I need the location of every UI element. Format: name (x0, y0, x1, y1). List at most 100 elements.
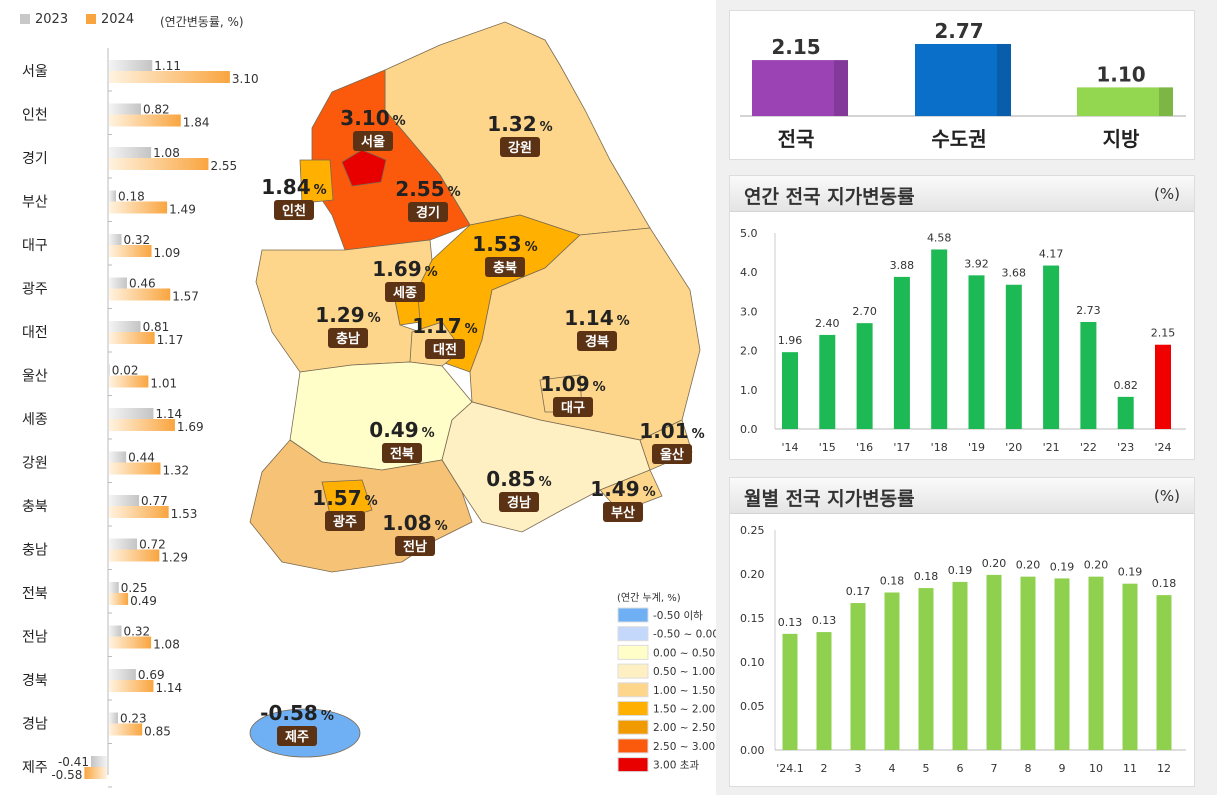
bar-2023 (109, 103, 141, 115)
bar (1020, 576, 1036, 750)
region-badge (553, 397, 593, 417)
map-legend-swatch (617, 738, 649, 754)
region-name: 인천 (282, 203, 306, 219)
value-2023: 0.46 (129, 277, 156, 291)
region-chungnam[interactable] (255, 239, 433, 373)
bar-2024 (109, 375, 149, 388)
value-unit: % (314, 183, 327, 198)
value-number: 0.49 (369, 418, 418, 442)
map-legend-swatch (617, 757, 649, 773)
bar (1117, 396, 1134, 429)
value-number: 1.29 (315, 303, 364, 327)
legend-2023: 2023 (20, 12, 68, 27)
value-2023: 0.69 (138, 668, 165, 682)
region-label: 울산 (22, 369, 48, 385)
bar-2024 (109, 114, 181, 127)
summary-value: 1.10 (1096, 62, 1145, 86)
value-2023: 0.23 (120, 712, 147, 726)
bar-2024 (109, 549, 160, 562)
summary-bar-shade (1159, 87, 1173, 116)
x-tick-label: 5 (923, 762, 930, 775)
bar-2023 (109, 582, 119, 593)
bar-value-label: 0.13 (812, 614, 837, 627)
map-legend-swatch (617, 644, 649, 660)
region-label: 전남 (22, 630, 48, 646)
y-tick-label: 0.0 (740, 423, 758, 436)
value-2024: 1.09 (154, 246, 181, 260)
x-tick-label: '16 (856, 441, 873, 454)
region-name: 충남 (336, 331, 360, 347)
value-number: 1.08 (382, 511, 431, 535)
bar (819, 334, 836, 429)
value-2024: 0.85 (144, 725, 171, 739)
x-tick-label: 9 (1059, 762, 1066, 775)
x-tick-label: 8 (1025, 762, 1032, 775)
summary-panel: 2.15 전국 2.77 수도권 1.10 지방 연간 전국 지가변동률 (%) 0.0 1… (716, 0, 1217, 795)
legend-label: 2023 (35, 12, 69, 27)
legend-label: 2024 (101, 12, 135, 27)
bar-2023 (109, 495, 140, 506)
bar (1155, 344, 1171, 429)
regional-panel: 2023 2024 (연간변동률, %) 서 (20, 12, 716, 788)
bar-value-label: 3.68 (1002, 267, 1027, 280)
bar (782, 633, 798, 750)
annual-chart-title: 연간 전국 지가변동률 (744, 186, 915, 208)
region-badge (385, 282, 425, 302)
region-name: 광주 (333, 515, 357, 530)
monthly-chart-card: 월별 전국 지가변동률 (%) 0.00 0.05 0.10 0.15 0.20 0.25… (729, 477, 1195, 787)
bar (1005, 284, 1022, 429)
bar-2024 (109, 506, 169, 518)
value-2024: 1.29 (161, 551, 188, 565)
value-unit: % (593, 380, 606, 395)
region-seoul[interactable] (341, 149, 387, 187)
bar (952, 581, 968, 750)
x-tick-label: '17 (893, 441, 910, 454)
region-label: 강원 (22, 456, 48, 472)
bar-value-label: 0.20 (982, 557, 1007, 570)
bar-2023 (109, 190, 117, 202)
map-legend-label: 3.00 초과 (653, 760, 699, 772)
region-value: 2.55% (395, 177, 460, 201)
region-badge (277, 726, 317, 746)
x-tick-label: '22 (1080, 441, 1097, 454)
bar-2023 (109, 234, 122, 245)
bar-2024 (109, 201, 168, 214)
value-2024: 1.08 (153, 638, 180, 652)
bar (918, 588, 934, 750)
region-label: 충북 (22, 499, 48, 515)
region-incheon[interactable] (299, 159, 334, 204)
bar-2023 (109, 669, 136, 680)
y-tick-label: 0.05 (740, 700, 765, 713)
bar-value-label: 4.58 (927, 231, 952, 244)
region-badge (382, 443, 422, 463)
monthly-chart-title: 월별 전국 지가변동률 (744, 488, 915, 510)
value-number: 0.85 (486, 467, 535, 491)
monthly-chart-unit: (%) (1154, 487, 1180, 505)
bar-2024 (109, 636, 152, 649)
value-2024: 1.01 (150, 377, 177, 391)
region-label: 대전 (22, 325, 48, 341)
region-badge (500, 137, 540, 157)
region-badge (353, 131, 393, 151)
value-number: 1.17 (412, 314, 461, 338)
y-tick-label: 0.00 (740, 744, 765, 757)
region-value: 1.53% (472, 232, 537, 256)
region-badge (408, 202, 448, 222)
bar (1043, 265, 1060, 429)
bar-value-label: 1.96 (778, 334, 803, 347)
value-2024: 1.32 (162, 464, 189, 478)
x-tick-label: 6 (957, 762, 964, 775)
bar-value-label: 0.19 (1050, 560, 1075, 573)
bar-2023 (109, 625, 122, 637)
x-tick-label: '24 (1154, 441, 1171, 454)
region-badge (395, 536, 435, 556)
bar-2024 (109, 593, 129, 605)
value-number: 3.10 (340, 106, 389, 130)
value-number: 1.57 (312, 486, 361, 510)
x-tick-label: '18 (931, 441, 948, 454)
bar-2023 (109, 147, 152, 158)
value-2023: 0.81 (143, 320, 170, 334)
x-tick-label: '14 (781, 441, 798, 454)
y-tick-label: 0.10 (740, 656, 765, 669)
value-number: 1.49 (590, 477, 639, 501)
